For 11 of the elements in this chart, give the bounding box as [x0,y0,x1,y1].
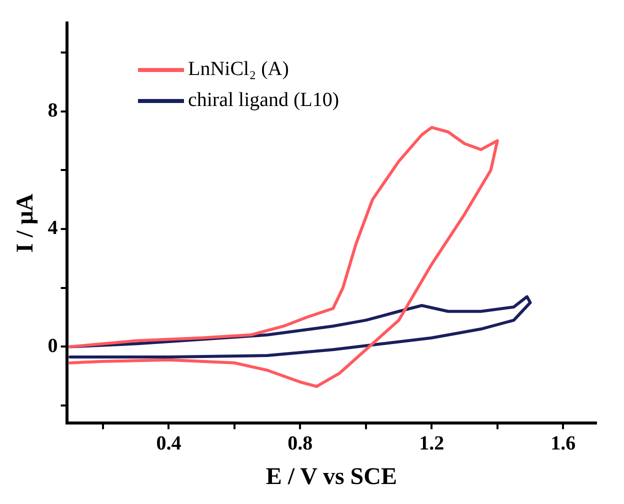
x-tick-label: 0.8 [288,432,313,454]
x-axis-title: E / V vs SCE [266,464,397,490]
y-axis-title: I / μA [12,192,39,253]
y-tick-label: 8 [48,99,58,122]
x-tick-label: 1.2 [419,432,444,454]
x-tick-label: 0.4 [156,432,182,454]
y-tick-label: 4 [48,217,58,240]
legend-label: chiral ligand (L10) [188,89,340,112]
legend-label: LnNiCl₂ (A) [188,58,289,81]
y-tick-label: 0 [48,334,58,357]
x-tick-label: 1.6 [550,432,576,454]
